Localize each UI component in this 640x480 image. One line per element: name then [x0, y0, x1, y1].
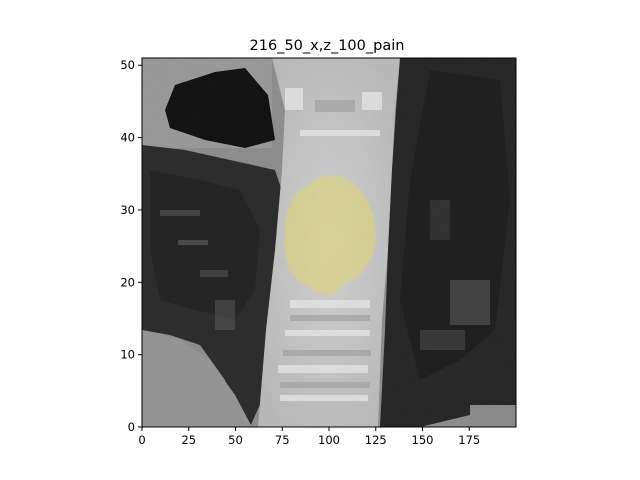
y-tick-label: 20	[120, 275, 135, 289]
x-tick-label: 125	[365, 433, 387, 447]
x-tick-label: 25	[181, 433, 196, 447]
x-tick-label: 175	[458, 433, 480, 447]
y-tick-label: 30	[120, 203, 135, 217]
y-tick-label: 50	[120, 58, 135, 72]
y-tick-label: 0	[128, 420, 135, 434]
y-tick-label: 40	[120, 131, 135, 145]
y-axis: 0 10 20 30 40 50	[120, 58, 142, 434]
y-tick-label: 10	[120, 348, 135, 362]
x-tick-label: 75	[275, 433, 290, 447]
x-tick-label: 150	[412, 433, 434, 447]
chart-title: 216_50_x,z_100_pain	[250, 38, 405, 54]
x-tick-label: 50	[228, 433, 243, 447]
x-tick-label: 0	[138, 433, 145, 447]
x-axis: 0 25 50 75 100 125 150 175	[138, 427, 480, 447]
x-tick-label: 100	[318, 433, 340, 447]
